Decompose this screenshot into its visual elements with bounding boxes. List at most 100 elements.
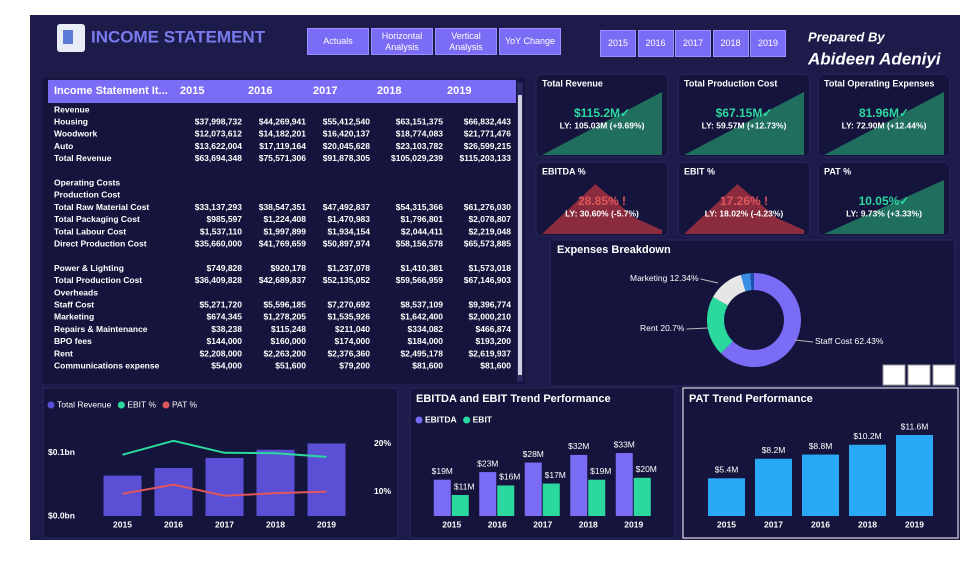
kpi-ly: LY: 18.02% (-4.23%)	[705, 208, 784, 218]
cell: $7,270,692	[327, 299, 370, 309]
cell: $115,248	[271, 324, 306, 334]
legend-swatch	[162, 401, 170, 409]
x-tick-label: 2015	[442, 519, 461, 529]
more-icon[interactable]	[932, 364, 956, 386]
view-button[interactable]: Horizontal Analysis	[371, 28, 433, 55]
year-button[interactable]: 2017	[675, 30, 711, 57]
bar	[479, 472, 497, 516]
cell: $2,263,200	[263, 348, 306, 358]
bar	[896, 435, 933, 516]
row-label: Power & Lighting	[54, 263, 124, 273]
bar	[256, 449, 295, 516]
leader-line	[686, 327, 709, 330]
cell: $41,769,659	[259, 238, 307, 248]
cell: $1,410,381	[400, 263, 443, 273]
cell: $1,237,078	[327, 263, 370, 273]
cell: $2,078,807	[468, 214, 511, 224]
scroll-thumb[interactable]	[518, 95, 522, 375]
legend-label: PAT %	[172, 399, 197, 409]
leader-line	[794, 339, 814, 343]
year-button[interactable]: 2018	[712, 30, 749, 57]
cell: $37,998,732	[195, 116, 243, 126]
trend-area	[684, 184, 804, 234]
cell: $50,897,974	[323, 238, 371, 248]
x-tick-label: 2018	[266, 519, 285, 529]
bar	[103, 475, 142, 516]
bar	[451, 495, 469, 516]
view-button[interactable]: YoY Change	[499, 28, 561, 55]
cell: $2,495,178	[400, 348, 443, 358]
cell: $26,599,215	[464, 141, 512, 151]
author: Abideen Adeniyi	[807, 49, 942, 68]
kpi-ly: LY: 72.90M (+12.44%)	[842, 120, 927, 130]
cell: $38,547,351	[259, 202, 307, 212]
kpi-value: 81.96M✓	[859, 106, 909, 120]
kpi-value: $67.15M✓	[716, 106, 773, 120]
x-tick-label: 2018	[858, 519, 877, 529]
donut-slice	[740, 273, 752, 292]
cell: $985,597	[207, 214, 243, 224]
cell: $75,571,306	[259, 153, 307, 163]
cell: $5,271,720	[199, 299, 242, 309]
cell: $18,774,083	[396, 129, 444, 139]
view-button[interactable]: Vertical Analysis	[435, 28, 497, 55]
cell: $38,238	[211, 324, 242, 334]
kpi-value: 17.26% !	[720, 194, 768, 208]
row-label: Overheads	[54, 287, 98, 297]
kpi-title: Total Revenue	[542, 78, 603, 88]
value-label: $19M	[590, 466, 611, 476]
row-label: Direct Production Cost	[54, 238, 147, 248]
row-label: Woodwork	[54, 129, 98, 139]
chart-title: EBITDA and EBIT Trend Performance	[416, 393, 611, 405]
legend-swatch	[463, 416, 471, 424]
chart-title: PAT Trend Performance	[689, 393, 813, 405]
slice-value: 12.34%	[670, 273, 699, 283]
y-tick-label: $0.0bn	[48, 510, 75, 520]
value-label: $33M	[614, 439, 635, 449]
legend-swatch	[117, 401, 125, 409]
row-label: Auto	[54, 141, 73, 151]
row-label: Rent	[54, 348, 73, 358]
bar	[802, 454, 839, 516]
trend-area	[824, 180, 944, 234]
row-label: Total Raw Material Cost	[54, 202, 149, 212]
y2-tick-label: 20%	[374, 438, 391, 448]
column-header: 2016	[248, 85, 272, 97]
cell: $174,000	[335, 336, 371, 346]
donut-slice	[706, 297, 733, 354]
kpi-title: Total Operating Expenses	[824, 78, 934, 88]
row-label: Total Production Cost	[54, 275, 142, 285]
cell: $17,119,164	[259, 141, 306, 151]
cell: $35,660,000	[195, 238, 243, 248]
filter-icon[interactable]	[882, 364, 906, 386]
bar	[570, 454, 588, 516]
cell: $54,315,366	[396, 202, 444, 212]
bar	[755, 458, 792, 516]
kpi-ly: LY: 9.73% (+3.33%)	[846, 208, 922, 218]
cell: $63,151,375	[396, 116, 444, 126]
row-label: Marketing	[54, 312, 94, 322]
cell: $1,224,408	[263, 214, 306, 224]
slice-category: Staff Cost	[815, 336, 853, 346]
view-button[interactable]: Actuals	[307, 28, 369, 55]
cell: $211,040	[335, 324, 370, 334]
cell: $105,029,239	[391, 153, 443, 163]
focus-icon[interactable]	[907, 364, 931, 386]
kpi-ly: LY: 59.57M (+12.73%)	[702, 120, 787, 130]
legend-swatch	[47, 401, 55, 409]
x-tick-label: 2017	[215, 519, 234, 529]
cell: $2,376,360	[327, 348, 370, 358]
year-button[interactable]: 2015	[600, 30, 636, 57]
year-button[interactable]: 2016	[637, 30, 674, 57]
value-label: $19M	[432, 466, 453, 476]
kpi-value: 28.85% !	[578, 194, 626, 208]
cell: $749,828	[207, 263, 243, 273]
value-label: $17M	[545, 470, 566, 480]
year-button[interactable]: 2019	[750, 30, 786, 57]
kpi-title: EBIT %	[684, 166, 715, 176]
cell: $1,278,205	[263, 312, 306, 322]
value-label: $16M	[499, 472, 520, 482]
cell: $44,269,941	[259, 116, 307, 126]
cell: $1,934,154	[327, 226, 370, 236]
